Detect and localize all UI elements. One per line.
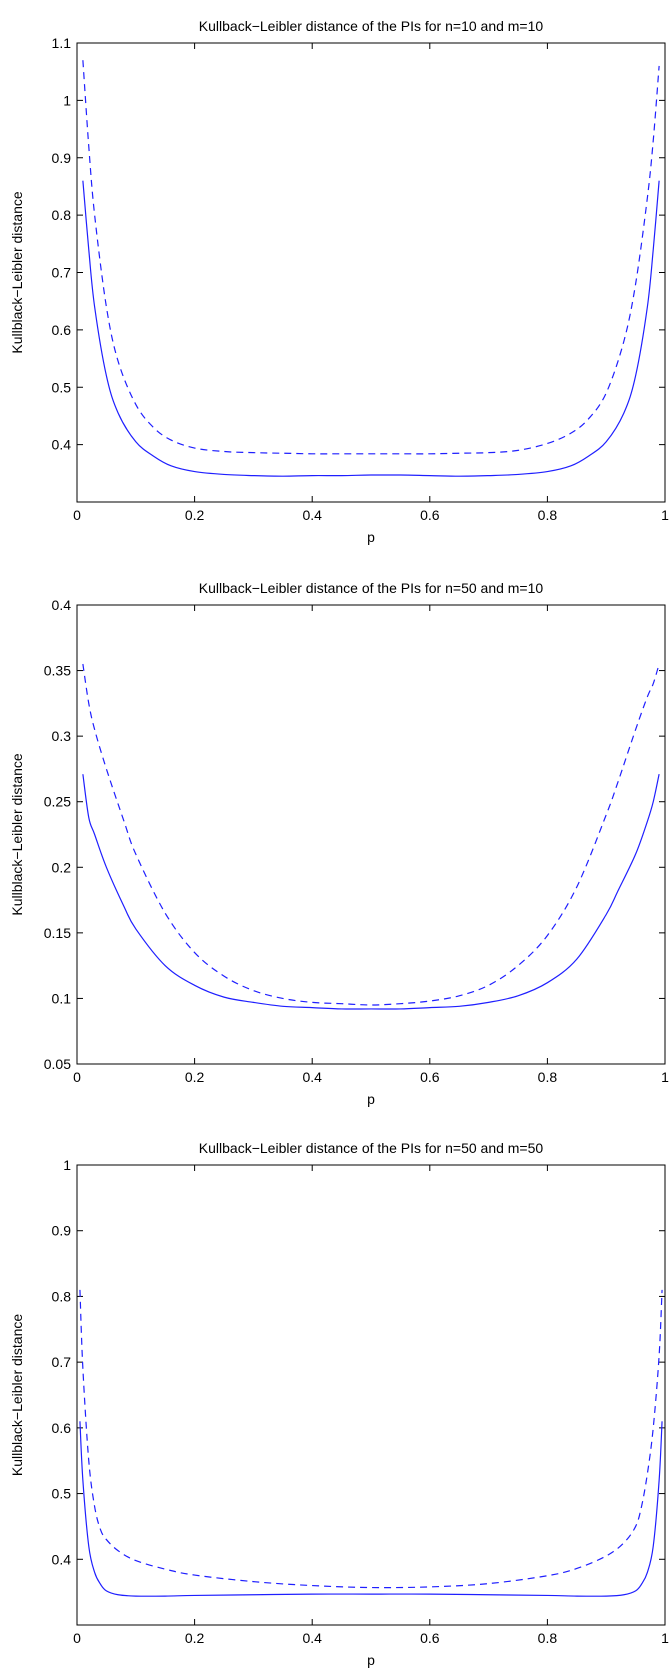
- y-tick-label: 0.4: [52, 437, 72, 453]
- y-tick-label: 0.4: [52, 597, 72, 613]
- x-tick-label: 0.2: [185, 1630, 205, 1646]
- chart-title: Kullback−Leibler distance of the PIs for…: [199, 580, 544, 596]
- chart-title: Kullback−Leibler distance of the PIs for…: [199, 18, 544, 34]
- chart-title: Kullback−Leibler distance of the PIs for…: [199, 1140, 544, 1156]
- chart-panel-1: Kullback−Leibler distance of the PIs for…: [9, 18, 669, 545]
- plot-frame: [76, 1164, 666, 1626]
- y-tick-label: 0.15: [44, 925, 71, 941]
- series-line-solid: [79, 1421, 663, 1597]
- plot-frame: [76, 42, 666, 503]
- y-tick-label: 0.3: [52, 728, 72, 744]
- x-tick-label: 0: [73, 1069, 81, 1085]
- x-axis-label: p: [367, 1652, 375, 1668]
- x-tick-label: 0.8: [538, 507, 558, 523]
- x-tick-label: 0.2: [185, 507, 205, 523]
- y-tick-label: 0.7: [52, 265, 72, 281]
- plot-frame: [76, 604, 666, 1065]
- x-tick-label: 1: [661, 1069, 669, 1085]
- x-tick-label: 0.2: [185, 1069, 205, 1085]
- y-tick-label: 0.25: [44, 794, 71, 810]
- y-tick-label: 1: [63, 92, 71, 108]
- y-tick-label: 0.2: [52, 859, 72, 875]
- y-axis-label: Kullblack−Leibler distance: [9, 191, 25, 353]
- y-axis-label: Kullblack−Leibler distance: [9, 753, 25, 915]
- x-tick-label: 0.4: [302, 1630, 322, 1646]
- y-tick-label: 1.1: [52, 35, 72, 51]
- y-tick-label: 1: [63, 1157, 71, 1173]
- y-tick-label: 0.6: [52, 322, 72, 338]
- x-tick-label: 0.8: [538, 1069, 558, 1085]
- series-line-dashed: [82, 663, 660, 1006]
- y-tick-label: 0.5: [52, 1486, 72, 1502]
- x-axis-label: p: [367, 529, 375, 545]
- y-tick-label: 0.35: [44, 663, 71, 679]
- series-line-solid: [82, 180, 660, 477]
- chart-panel-3: Kullback−Leibler distance of the PIs for…: [9, 1140, 669, 1668]
- x-tick-label: 0.8: [538, 1630, 558, 1646]
- y-tick-label: 0.4: [52, 1551, 72, 1567]
- x-tick-label: 0.6: [420, 1630, 440, 1646]
- series-line-solid: [82, 774, 660, 1010]
- x-tick-label: 1: [661, 1630, 669, 1646]
- y-tick-label: 0.6: [52, 1420, 72, 1436]
- y-tick-label: 0.05: [44, 1056, 71, 1072]
- chart-panel-2: Kullback−Leibler distance of the PIs for…: [9, 580, 669, 1107]
- y-axis-label: Kullblack−Leibler distance: [9, 1314, 25, 1476]
- y-tick-label: 0.9: [52, 150, 72, 166]
- x-tick-label: 0.6: [420, 1069, 440, 1085]
- x-tick-label: 0.4: [302, 507, 322, 523]
- series-line-dashed: [82, 60, 660, 455]
- x-tick-label: 0: [73, 507, 81, 523]
- x-tick-label: 0.6: [420, 507, 440, 523]
- series-line-dashed: [79, 1289, 663, 1589]
- y-tick-label: 0.9: [52, 1223, 72, 1239]
- x-axis-label: p: [367, 1091, 375, 1107]
- y-tick-label: 0.8: [52, 207, 72, 223]
- y-tick-label: 0.8: [52, 1288, 72, 1304]
- y-tick-label: 0.5: [52, 379, 72, 395]
- x-tick-label: 0.4: [302, 1069, 322, 1085]
- y-tick-label: 0.1: [52, 990, 72, 1006]
- x-tick-label: 1: [661, 507, 669, 523]
- x-tick-label: 0: [73, 1630, 81, 1646]
- y-tick-label: 0.7: [52, 1354, 72, 1370]
